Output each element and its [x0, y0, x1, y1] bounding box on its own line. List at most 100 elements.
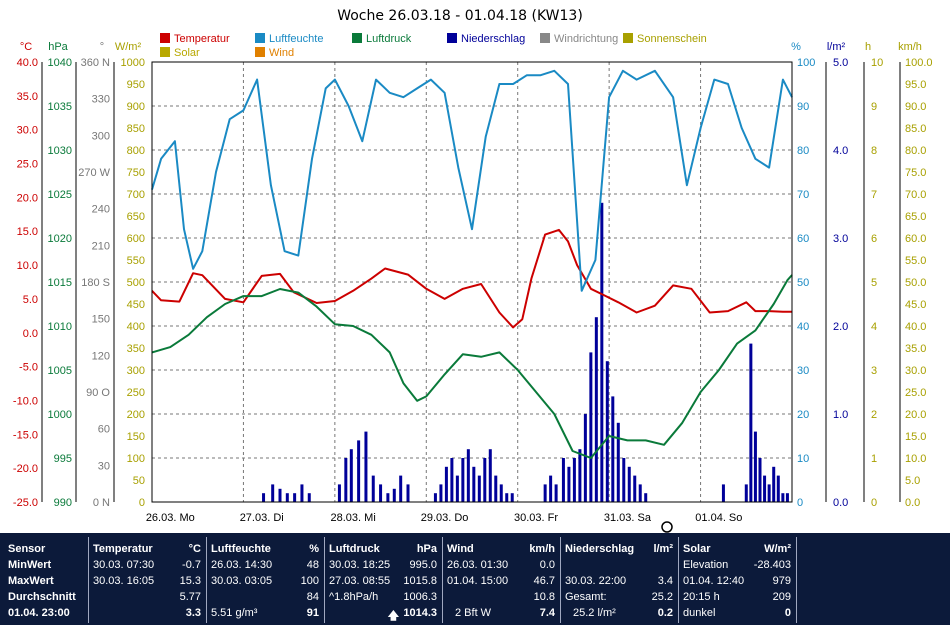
wind-current: 7.4 — [539, 607, 555, 619]
sunshine-unit-label: h — [865, 41, 871, 53]
rain-bar — [439, 484, 443, 502]
wind-axis-tick-label: 95.0 — [905, 79, 926, 91]
rain-bar — [763, 475, 767, 502]
x-tick-label: 27.03. Di — [240, 512, 284, 524]
rain-bar — [583, 414, 587, 502]
rain-bar — [494, 475, 498, 502]
rain-bar — [744, 484, 748, 502]
direction-axis-tick-label: 30 — [98, 460, 110, 472]
temperature-axis-tick-label: 20.0 — [17, 192, 38, 204]
rain-bar — [781, 493, 785, 502]
rain-bar — [567, 466, 571, 502]
rain-bar — [767, 484, 771, 502]
temperature-axis-tick-label: -5.0 — [19, 362, 38, 374]
rain-bar — [785, 493, 789, 502]
stats-humidity-column: Luftfeuchte% 26.03. 14:30 48 30.03. 03:05… — [206, 537, 323, 623]
min-label: MinWert — [8, 559, 52, 571]
rain-bar — [262, 493, 266, 502]
rain-bar — [721, 484, 725, 502]
temperature-axis-tick-label: -15.0 — [13, 429, 38, 441]
rain-bar — [344, 458, 348, 502]
pressure-axis-tick-label: 1030 — [48, 145, 72, 157]
humidity-axis-tick-label: 10 — [797, 453, 809, 465]
solar-unit-label: W/m² — [115, 41, 142, 53]
legend-swatch — [447, 33, 457, 43]
pressure-axis-tick-label: 990 — [54, 497, 72, 509]
pressure-axis-tick-label: 1010 — [48, 321, 72, 333]
rain-bar — [758, 458, 762, 502]
rain-unit-label: l/m² — [827, 41, 846, 53]
solar-axis-tick-label: 300 — [127, 365, 145, 377]
rain-unit: l/m² — [653, 543, 673, 555]
time-marker-icon[interactable] — [661, 521, 673, 533]
humidity-axis-tick-label: 100 — [797, 57, 815, 69]
solar-max-value: 979 — [772, 575, 791, 587]
sunshine-axis-tick-label: 7 — [871, 189, 877, 201]
stats-temperature-column: Temperatur °C 30.03. 07:30 -0.7 30.03. 16:… — [88, 537, 205, 623]
pressure-max-value: 1015.8 — [403, 575, 437, 587]
arrow-up-icon: 🡅 — [387, 610, 399, 622]
pressure-unit-label: hPa — [48, 41, 68, 53]
avg-label: Durchschnitt — [8, 591, 76, 603]
rain-bar — [455, 475, 459, 502]
series-line-luftdruck — [151, 274, 793, 459]
rain-bar — [561, 458, 565, 502]
rain-bar — [337, 484, 341, 502]
rain-bar — [578, 449, 582, 502]
rain-bar — [749, 343, 753, 502]
plot-frame — [151, 61, 793, 503]
axis-labels: 40.035.030.025.020.015.010.05.00.0-5.0-1… — [13, 41, 933, 509]
solar-axis-tick-label: 850 — [127, 123, 145, 135]
legend-swatch — [623, 33, 633, 43]
wind-axis-tick-label: 0.0 — [905, 497, 920, 509]
x-tick-label: 01.04. So — [695, 512, 742, 524]
solar-axis-tick-label: 50 — [133, 475, 145, 487]
rain-bar — [543, 484, 547, 502]
rain-bar — [392, 488, 396, 502]
temperature-unit: °C — [188, 543, 201, 555]
temperature-axis-tick-label: 25.0 — [17, 159, 38, 171]
rain-bar — [549, 475, 553, 502]
x-axis-ticks: 26.03. Mo 27.03. Di 28.03. Mi 29.03. Do 30.0… — [146, 512, 743, 524]
pressure-axis-tick-label: 1035 — [48, 101, 72, 113]
solar-axis-tick-label: 150 — [127, 431, 145, 443]
solar-current: 0 — [784, 607, 791, 619]
wind-avg-value: 10.8 — [533, 591, 555, 603]
rain-total-label: Gesamt: — [565, 591, 607, 603]
solar-axis-tick-label: 200 — [127, 409, 145, 421]
legend: Temperatur Luftfeuchte Luftdruck Niederschl… — [160, 33, 707, 59]
legend-label: Temperatur — [174, 33, 230, 45]
weather-chart: Woche 26.03.18 - 01.04.18 (KW13) Tempera… — [12, 8, 933, 533]
legend-swatch — [160, 47, 170, 57]
solar-axis-tick-label: 450 — [127, 299, 145, 311]
wind-max-time: 01.04. 15:00 — [447, 575, 509, 587]
rain-bar — [753, 431, 757, 502]
wind-axis-tick-label: 40.0 — [905, 321, 926, 333]
humidity-axis-tick-label: 0 — [797, 497, 803, 509]
humidity-axis-tick-label: 40 — [797, 321, 809, 333]
pressure-header: Luftdruck — [329, 543, 380, 555]
stats-pressure-column: Luftdruck hPa 30.03. 18:25 995.0 27.03. 08… — [324, 537, 441, 623]
solar-header: Solar — [683, 543, 711, 555]
solar-axis-tick-label: 350 — [127, 343, 145, 355]
solar-sun-value: 209 — [772, 591, 791, 603]
direction-axis-tick-label: 240 — [92, 204, 110, 216]
humidity-min-value: 48 — [306, 559, 319, 571]
direction-axis-tick-label: 150 — [92, 314, 110, 326]
rain-bar — [510, 493, 514, 502]
direction-axis-tick-label: 330 — [92, 94, 110, 106]
direction-unit-label: ° — [100, 41, 104, 53]
rain-bar — [300, 484, 304, 502]
series-line-luftfeuchte — [151, 69, 793, 292]
rain-bar — [605, 361, 609, 502]
humidity-current: 91 — [306, 607, 319, 619]
humidity-max-time: 30.03. 03:05 — [211, 575, 273, 587]
rain-bar — [600, 202, 604, 503]
x-tick-label: 29.03. Do — [421, 512, 469, 524]
rain-axis-tick-label: 2.0 — [833, 321, 848, 333]
legend-label: Niederschlag — [461, 33, 525, 45]
temperature-header: Temperatur — [93, 543, 153, 555]
rain-bar — [406, 484, 410, 502]
temperature-current: 3.3 — [185, 607, 201, 619]
rain-bar — [386, 493, 390, 502]
